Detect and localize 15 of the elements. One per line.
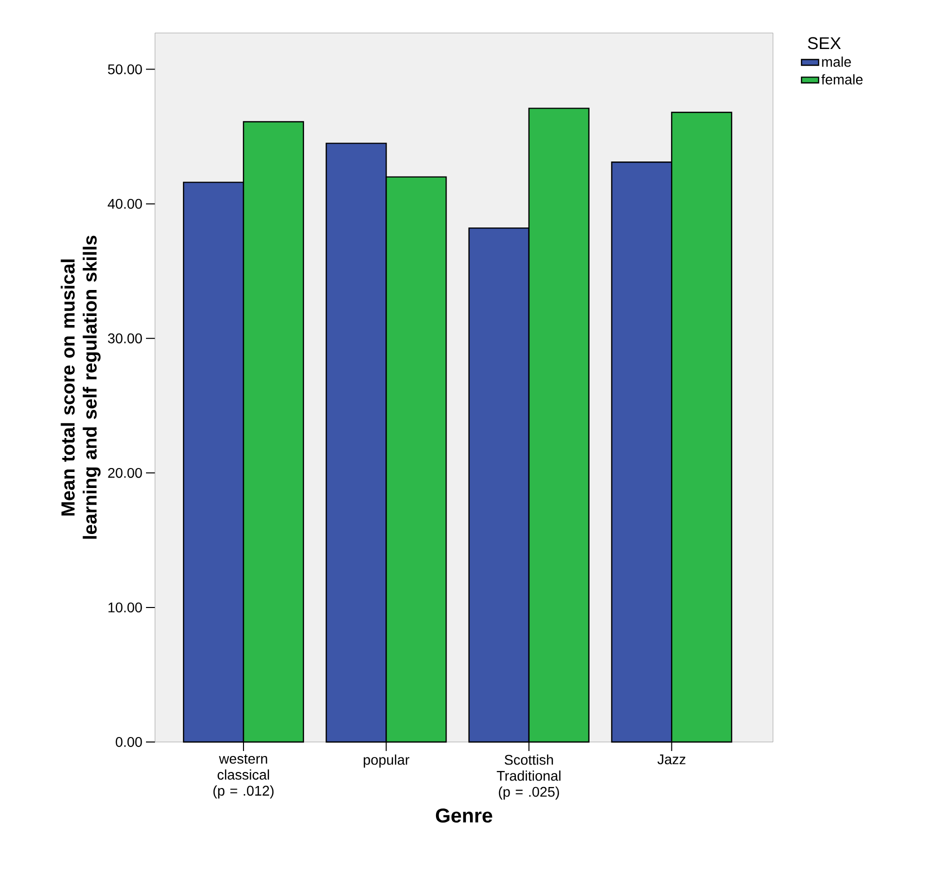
legend-title: SEX: [808, 37, 841, 50]
legend-label: male: [822, 56, 851, 67]
x-tick-label: Jazz: [657, 754, 686, 764]
x-tick-label: Scottish Traditional (p = .025): [496, 754, 560, 800]
x-tick-label: western classical (p = .012): [213, 754, 274, 798]
y-tick-label: 30.00: [108, 333, 142, 344]
y-tick-label: 20.00: [108, 468, 142, 478]
x-axis-title: Genre: [436, 808, 492, 823]
y-axis-title: Mean total score on musical learning and self regulation skills: [60, 236, 101, 539]
legend-label: female: [821, 74, 863, 84]
y-tick-label: 0.00: [116, 737, 142, 747]
y-tick-label: 40.00: [108, 198, 142, 209]
y-tick-label: 50.00: [108, 64, 142, 74]
x-tick-label: popular: [364, 754, 410, 768]
y-tick-label: 10.00: [108, 602, 142, 612]
